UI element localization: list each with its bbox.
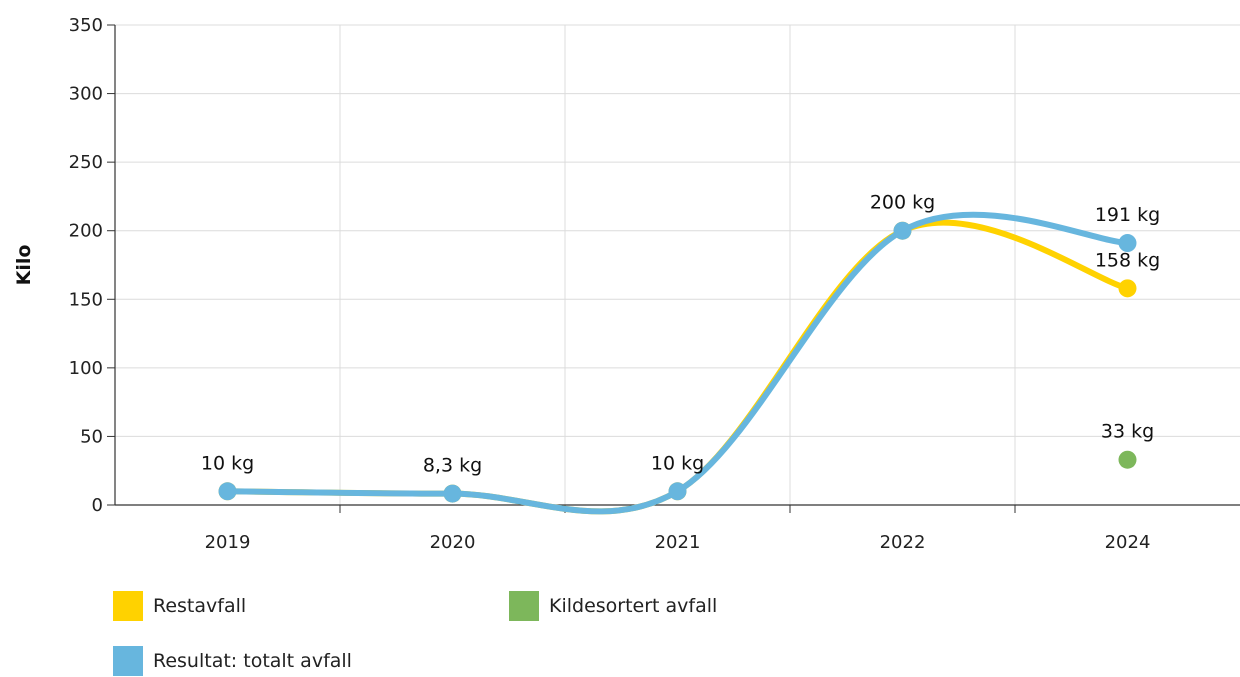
y-tick-labels: 0 50 100 150 200 250 300 350: [69, 15, 103, 516]
legend-swatch-restavfall: [113, 591, 143, 621]
data-point-resultat-totalt-avfall: [218, 482, 237, 501]
x-tick-label: 2021: [655, 532, 701, 553]
data-point-resultat-totalt-avfall: [443, 484, 462, 503]
axes: [107, 24, 1240, 513]
legend-item-totalt[interactable]: Resultat: totalt avfall: [113, 645, 352, 677]
legend-item-kildesortert[interactable]: Kildesortert avfall: [509, 590, 717, 622]
y-tick-label: 300: [69, 84, 103, 105]
y-tick-label: 150: [69, 289, 103, 310]
x-tick-label: 2022: [880, 532, 926, 553]
series-group: [218, 211, 1137, 515]
y-tick-label: 100: [69, 358, 103, 379]
y-axis-label: Kilo: [13, 245, 35, 286]
data-label-restavfall: 158 kg: [1095, 249, 1160, 271]
data-label-resultat-totalt-avfall: 8,3 kg: [423, 455, 482, 477]
data-labels: 158 kg 33 kg 10 kg 8,3 kg 10 kg 200 kg 191 kg: [201, 192, 1160, 477]
y-tick-label: 200: [69, 221, 103, 242]
x-tick-label: 2020: [430, 532, 476, 553]
data-label-resultat-totalt-avfall: 200 kg: [870, 192, 935, 214]
data-label-resultat-totalt-avfall: 10 kg: [201, 452, 254, 474]
data-label-resultat-totalt-avfall: 191 kg: [1095, 204, 1160, 226]
x-tick-labels: 2019 2020 2021 2022 2024: [205, 532, 1151, 553]
y-tick-label: 350: [69, 15, 103, 36]
data-point-resultat-totalt-avfall: [668, 482, 687, 501]
data-label-kildesortert-avfall: 33 kg: [1101, 421, 1154, 443]
y-tick-label: 50: [80, 426, 103, 447]
legend-label-kildesortert: Kildesortert avfall: [549, 595, 718, 617]
data-point-resultat-totalt-avfall: [1118, 234, 1137, 253]
legend-item-restavfall[interactable]: Restavfall: [113, 590, 246, 622]
data-label-resultat-totalt-avfall: 10 kg: [651, 452, 704, 474]
legend-label-restavfall: Restavfall: [153, 595, 247, 617]
data-point-restavfall: [1118, 279, 1137, 298]
grid: [115, 24, 1240, 505]
data-point-kildesortert-avfall: [1118, 450, 1137, 469]
y-tick-label: 0: [92, 495, 103, 516]
legend-label-totalt: Resultat: totalt avfall: [153, 650, 352, 672]
x-tick-label: 2019: [205, 532, 251, 553]
y-tick-label: 250: [69, 152, 103, 173]
series-line-resultat-totalt-avfall: [224, 211, 1131, 515]
x-tick-label: 2024: [1105, 532, 1151, 553]
data-point-resultat-totalt-avfall: [893, 221, 912, 240]
legend-swatch-kildesortert: [509, 591, 539, 621]
legend-swatch-totalt: [113, 646, 143, 676]
